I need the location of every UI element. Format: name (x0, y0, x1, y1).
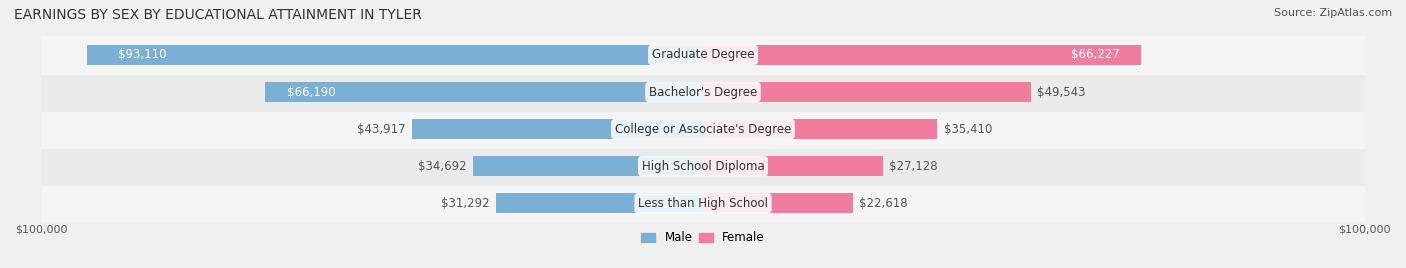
Bar (41, 111, 1365, 148)
Bar (87, 45, 703, 65)
Bar (703, 156, 883, 176)
Text: High School Diploma: High School Diploma (641, 160, 765, 173)
Bar (412, 119, 703, 139)
Text: Graduate Degree: Graduate Degree (652, 49, 754, 61)
Text: $93,110: $93,110 (118, 49, 166, 61)
Text: $66,227: $66,227 (1070, 49, 1119, 61)
Text: College or Associate's Degree: College or Associate's Degree (614, 122, 792, 136)
Bar (41, 36, 1365, 73)
Text: $35,410: $35,410 (943, 122, 993, 136)
Text: Source: ZipAtlas.com: Source: ZipAtlas.com (1274, 8, 1392, 18)
Text: $22,618: $22,618 (859, 197, 908, 210)
Bar (41, 73, 1365, 111)
Bar (703, 82, 1031, 102)
Bar (41, 185, 1365, 222)
Text: $31,292: $31,292 (440, 197, 489, 210)
Text: Bachelor's Degree: Bachelor's Degree (650, 85, 756, 99)
Text: $27,128: $27,128 (889, 160, 938, 173)
Bar (496, 193, 703, 213)
Bar (264, 82, 703, 102)
Text: $34,692: $34,692 (418, 160, 467, 173)
Bar (703, 193, 852, 213)
Text: $66,190: $66,190 (287, 85, 336, 99)
Text: $49,543: $49,543 (1038, 85, 1085, 99)
Legend: Male, Female: Male, Female (637, 227, 769, 249)
Text: Less than High School: Less than High School (638, 197, 768, 210)
Bar (703, 119, 938, 139)
Text: $43,917: $43,917 (357, 122, 406, 136)
Text: EARNINGS BY SEX BY EDUCATIONAL ATTAINMENT IN TYLER: EARNINGS BY SEX BY EDUCATIONAL ATTAINMEN… (14, 8, 422, 22)
Bar (474, 156, 703, 176)
Bar (703, 45, 1142, 65)
Bar (41, 148, 1365, 185)
